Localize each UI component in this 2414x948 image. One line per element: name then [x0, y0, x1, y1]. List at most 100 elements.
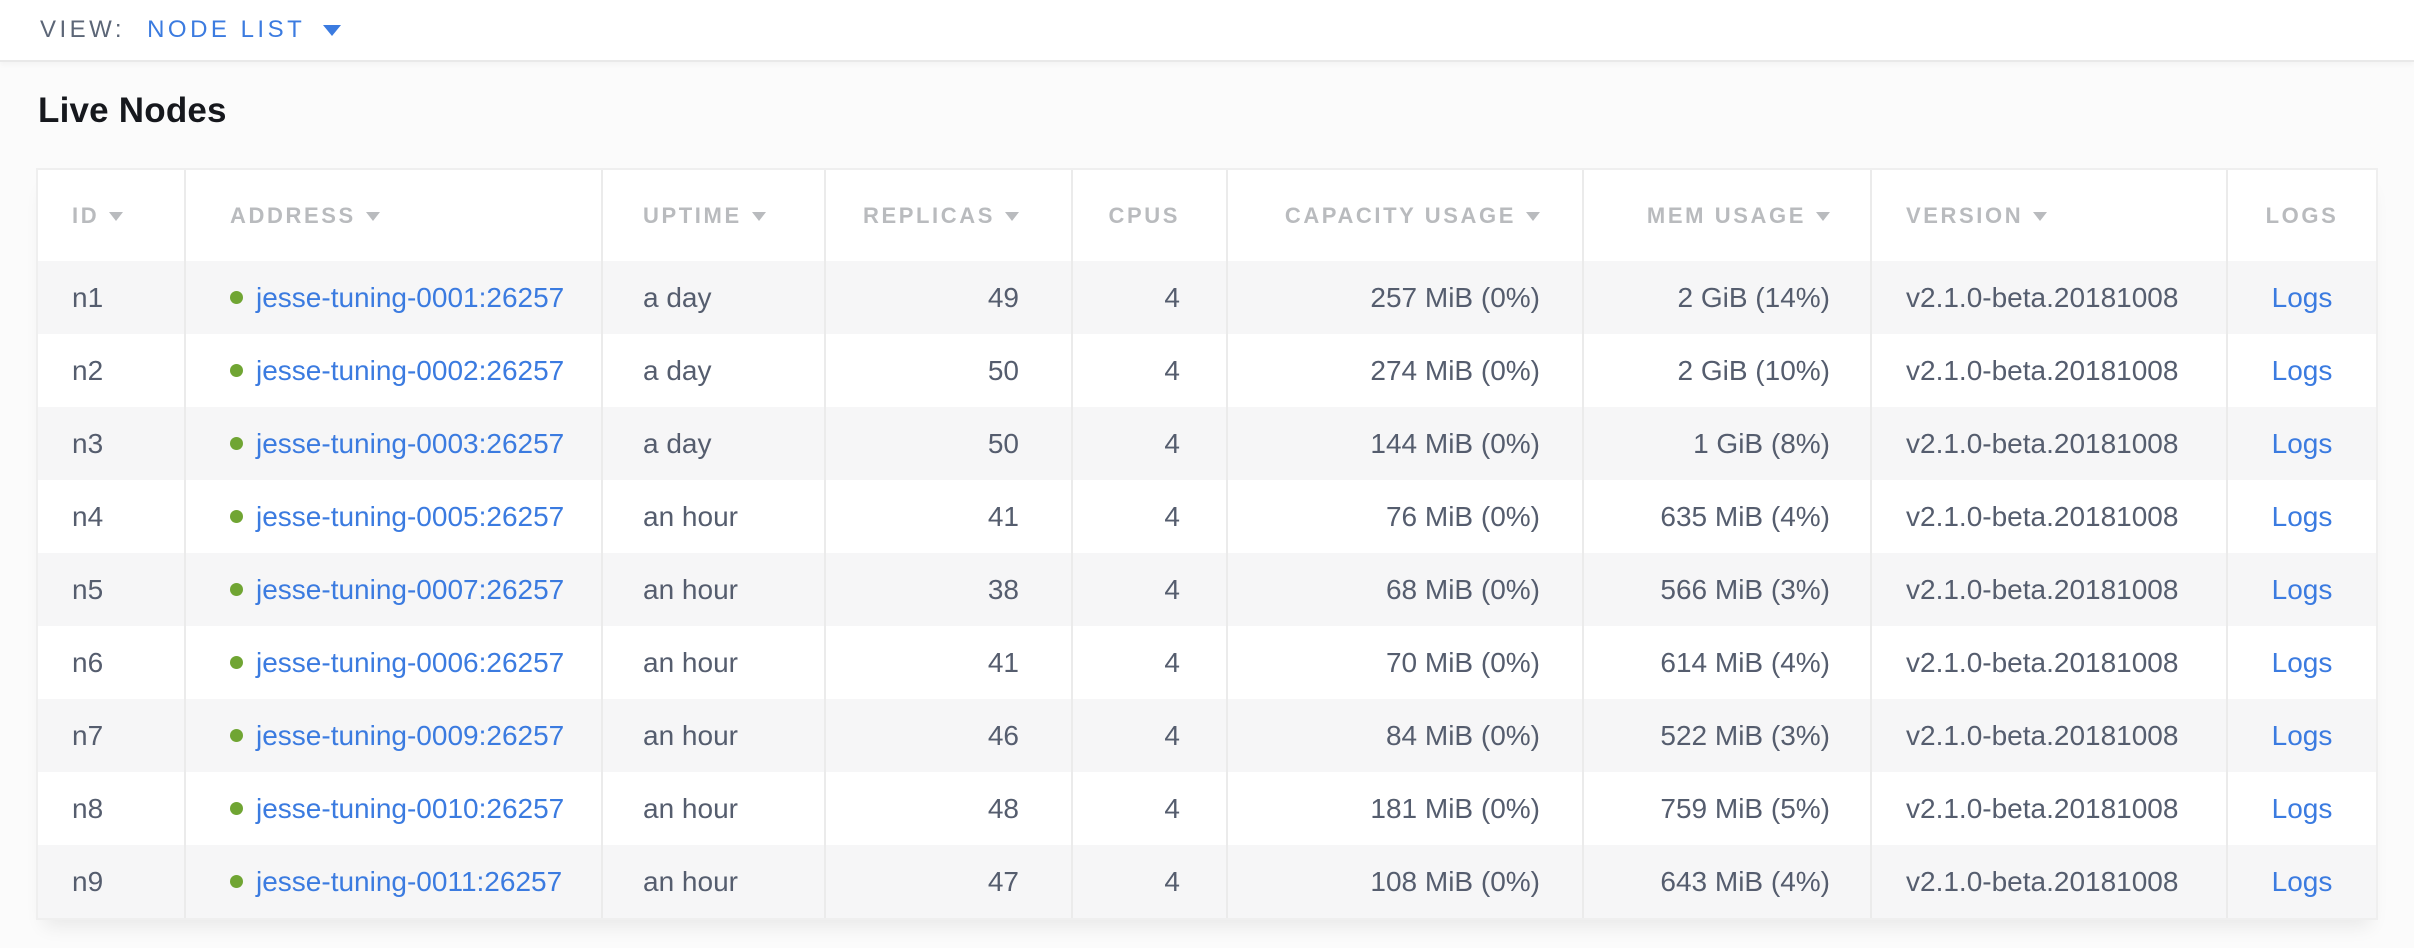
- logs-link[interactable]: Logs: [2271, 427, 2333, 459]
- node-logs-cell: Logs: [2226, 699, 2376, 772]
- node-address-link[interactable]: jesse-tuning-0011:26257: [256, 865, 563, 897]
- node-address-cell: jesse-tuning-0009:26257: [184, 699, 601, 772]
- node-capacity-cell: 70 MiB (0%): [1226, 626, 1582, 699]
- node-capacity-cell: 274 MiB (0%): [1226, 334, 1582, 407]
- table-row: n1 jesse-tuning-0001:26257 a day 49 4 25…: [38, 261, 2376, 334]
- node-status-icon: [230, 291, 243, 304]
- page-title: Live Nodes: [38, 91, 227, 130]
- node-address-cell: jesse-tuning-0006:26257: [184, 626, 601, 699]
- node-replicas-cell: 49: [824, 261, 1071, 334]
- column-header-address[interactable]: ADDRESS: [184, 170, 601, 261]
- logs-link[interactable]: Logs: [2271, 792, 2333, 824]
- node-capacity-cell: 68 MiB (0%): [1226, 553, 1582, 626]
- node-replicas-cell: 47: [824, 845, 1071, 918]
- node-address-link[interactable]: jesse-tuning-0002:26257: [256, 354, 565, 386]
- node-uptime-cell: an hour: [601, 845, 824, 918]
- table-row: n2 jesse-tuning-0002:26257 a day 50 4 27…: [38, 334, 2376, 407]
- column-header-uptime[interactable]: UPTIME: [601, 170, 824, 261]
- table-row: n4 jesse-tuning-0005:26257 an hour 41 4 …: [38, 480, 2376, 553]
- table-row: n3 jesse-tuning-0003:26257 a day 50 4 14…: [38, 407, 2376, 480]
- node-mem-cell: 2 GiB (14%): [1582, 261, 1870, 334]
- node-uptime-cell: an hour: [601, 480, 824, 553]
- node-cpus-cell: 4: [1071, 626, 1226, 699]
- column-header-id[interactable]: ID: [38, 170, 184, 261]
- sort-caret-icon: [1816, 212, 1830, 221]
- node-version-cell: v2.1.0-beta.20181008: [1870, 407, 2226, 480]
- node-id-cell: n7: [72, 719, 104, 751]
- node-address-cell: jesse-tuning-0003:26257: [184, 407, 601, 480]
- node-cpus-cell: 4: [1071, 845, 1226, 918]
- node-address-link[interactable]: jesse-tuning-0007:26257: [256, 573, 565, 605]
- column-header-version[interactable]: VERSION: [1870, 170, 2226, 261]
- node-replicas-cell: 50: [824, 407, 1071, 480]
- node-uptime-cell: a day: [601, 261, 824, 334]
- node-capacity-cell: 144 MiB (0%): [1226, 407, 1582, 480]
- column-header-cpus: CPUS: [1071, 170, 1226, 261]
- node-version-cell: v2.1.0-beta.20181008: [1870, 553, 2226, 626]
- node-id-cell: n9: [72, 865, 104, 897]
- node-replicas-cell: 41: [824, 480, 1071, 553]
- node-logs-cell: Logs: [2226, 334, 2376, 407]
- column-header-capacity[interactable]: CAPACITY USAGE: [1226, 170, 1582, 261]
- column-header-label: REPLICAS: [862, 202, 995, 228]
- node-address-link[interactable]: jesse-tuning-0009:26257: [256, 719, 565, 751]
- sort-caret-icon: [2033, 212, 2048, 221]
- column-header-replicas[interactable]: REPLICAS: [824, 170, 1071, 261]
- sort-caret-icon: [365, 212, 380, 221]
- node-capacity-cell: 108 MiB (0%): [1226, 845, 1582, 918]
- node-logs-cell: Logs: [2226, 407, 2376, 480]
- logs-link[interactable]: Logs: [2271, 573, 2333, 605]
- logs-link[interactable]: Logs: [2271, 354, 2333, 386]
- node-mem-cell: 614 MiB (4%): [1582, 626, 1870, 699]
- node-address-link[interactable]: jesse-tuning-0001:26257: [256, 281, 565, 313]
- node-status-icon: [230, 802, 243, 815]
- sort-caret-icon: [109, 212, 124, 221]
- sort-caret-icon: [1526, 212, 1540, 221]
- node-mem-cell: 635 MiB (4%): [1582, 480, 1870, 553]
- logs-link[interactable]: Logs: [2271, 281, 2333, 313]
- node-address-link[interactable]: jesse-tuning-0006:26257: [256, 646, 565, 678]
- live-nodes-table: ID ADDRESS UPTIME REPLICAS CPUS CAPACITY USAG…: [36, 168, 2378, 920]
- view-label: VIEW:: [40, 16, 126, 43]
- logs-link[interactable]: Logs: [2271, 865, 2333, 897]
- logs-link[interactable]: Logs: [2271, 500, 2333, 532]
- table-row: n7 jesse-tuning-0009:26257 an hour 46 4 …: [38, 699, 2376, 772]
- node-capacity-cell: 181 MiB (0%): [1226, 772, 1582, 845]
- column-header-label: ID: [72, 202, 100, 228]
- node-replicas-cell: 46: [824, 699, 1071, 772]
- sort-caret-icon: [751, 212, 766, 221]
- node-replicas-cell: 48: [824, 772, 1071, 845]
- node-status-icon: [230, 510, 243, 523]
- node-replicas-cell: 50: [824, 334, 1071, 407]
- logs-link[interactable]: Logs: [2271, 719, 2333, 751]
- table-row: n5 jesse-tuning-0007:26257 an hour 38 4 …: [38, 553, 2376, 626]
- column-header-label: UPTIME: [643, 202, 742, 228]
- node-cpus-cell: 4: [1071, 407, 1226, 480]
- view-selector-dropdown[interactable]: NODE LIST: [147, 16, 342, 44]
- node-version-cell: v2.1.0-beta.20181008: [1870, 845, 2226, 918]
- sort-caret-icon: [1005, 212, 1019, 221]
- node-address-link[interactable]: jesse-tuning-0005:26257: [256, 500, 565, 532]
- node-cpus-cell: 4: [1071, 553, 1226, 626]
- node-address-link[interactable]: jesse-tuning-0010:26257: [256, 792, 565, 824]
- column-header-label: ADDRESS: [230, 202, 356, 228]
- column-header-label: LOGS: [2265, 202, 2339, 228]
- logs-link[interactable]: Logs: [2271, 646, 2333, 678]
- view-bar: VIEW: NODE LIST: [0, 0, 2414, 62]
- table-row: n6 jesse-tuning-0006:26257 an hour 41 4 …: [38, 626, 2376, 699]
- node-logs-cell: Logs: [2226, 553, 2376, 626]
- node-capacity-cell: 84 MiB (0%): [1226, 699, 1582, 772]
- node-uptime-cell: a day: [601, 334, 824, 407]
- column-header-label: CAPACITY USAGE: [1284, 202, 1516, 228]
- table-row: n9 jesse-tuning-0011:26257 an hour 47 4 …: [38, 845, 2376, 918]
- column-header-label: VERSION: [1906, 202, 2024, 228]
- node-address-link[interactable]: jesse-tuning-0003:26257: [256, 427, 565, 459]
- node-version-cell: v2.1.0-beta.20181008: [1870, 334, 2226, 407]
- column-header-mem[interactable]: MEM USAGE: [1582, 170, 1870, 261]
- node-cpus-cell: 4: [1071, 480, 1226, 553]
- node-id-cell: n3: [72, 427, 104, 459]
- node-uptime-cell: an hour: [601, 699, 824, 772]
- node-version-cell: v2.1.0-beta.20181008: [1870, 699, 2226, 772]
- node-cpus-cell: 4: [1071, 699, 1226, 772]
- node-mem-cell: 643 MiB (4%): [1582, 845, 1870, 918]
